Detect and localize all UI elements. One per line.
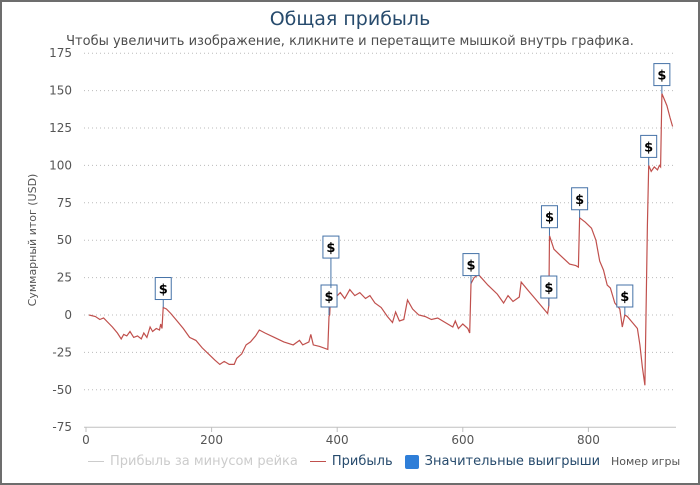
dollar-icon: $ <box>657 69 666 84</box>
legend-line-symbol <box>88 460 104 463</box>
big-win-flag[interactable]: $ <box>540 275 558 307</box>
y-tick-label: -25 <box>52 345 72 359</box>
big-win-flag[interactable]: $ <box>320 284 338 315</box>
dollar-icon: $ <box>466 259 475 274</box>
x-tick-label: 200 <box>200 433 223 447</box>
flag-box <box>154 277 172 301</box>
legend-label: Прибыль за минусом рейка <box>110 454 298 469</box>
chart-subtitle: Чтобы увеличить изображение, кликните и … <box>66 34 634 49</box>
y-tick-label: 175 <box>49 46 72 60</box>
big-win-flag[interactable]: $ <box>462 253 480 284</box>
dollar-icon: $ <box>545 211 554 226</box>
y-tick-label: 150 <box>49 84 72 98</box>
y-tick-label: 0 <box>64 308 72 322</box>
flag-box <box>462 253 480 277</box>
y-axis-label: Суммарный итог (USD) <box>26 174 39 307</box>
series-line-profit <box>88 93 674 386</box>
big-win-flag[interactable]: $ <box>571 187 589 218</box>
x-tick-label: 600 <box>451 433 474 447</box>
dollar-icon: $ <box>325 290 334 305</box>
dollar-icon: $ <box>159 283 168 298</box>
legend: Прибыль за минусом рейка Прибыль Значите… <box>88 454 612 469</box>
flag-box <box>322 235 340 259</box>
flag-box <box>616 284 634 308</box>
x-tick-label: 800 <box>577 433 600 447</box>
legend-box-symbol <box>404 454 419 469</box>
chart-title: Общая прибыль <box>269 8 431 30</box>
flag-box <box>540 275 558 299</box>
x-axis-label: Номер игры <box>611 455 681 468</box>
flag-box <box>540 205 558 229</box>
y-tick-label: 75 <box>57 196 72 210</box>
legend-line-symbol <box>309 460 326 463</box>
y-tick-label: 125 <box>49 121 72 135</box>
big-win-flag[interactable]: $ <box>540 205 558 236</box>
flag-box <box>640 134 658 158</box>
legend-item-big-wins[interactable]: Значительные выигрыши <box>404 454 601 469</box>
big-win-flag[interactable]: $ <box>616 284 634 315</box>
y-tick-label: -75 <box>52 420 72 434</box>
big-win-flag[interactable]: $ <box>640 134 658 166</box>
dollar-icon: $ <box>644 140 653 155</box>
legend-item-net-profit[interactable]: Прибыль за минусом рейка <box>88 454 298 469</box>
big-win-flag[interactable]: $ <box>322 235 340 289</box>
y-tick-label: 50 <box>57 233 72 247</box>
dollar-icon: $ <box>575 193 584 208</box>
x-tick-label: 0 <box>82 433 90 447</box>
flag-box <box>653 63 671 87</box>
y-tick-label: -50 <box>52 383 72 397</box>
legend-label: Значительные выигрыши <box>424 454 601 469</box>
legend-label: Прибыль <box>331 454 393 469</box>
flag-box <box>320 284 338 308</box>
dollar-icon: $ <box>544 281 553 296</box>
dollar-icon: $ <box>326 241 335 256</box>
big-win-flag[interactable]: $ <box>154 277 172 308</box>
big-win-flag[interactable]: $ <box>653 63 671 94</box>
flag-box <box>571 187 589 211</box>
x-tick-label: 400 <box>326 433 349 447</box>
y-tick-label: 100 <box>49 158 72 172</box>
y-tick-label: 25 <box>57 271 72 285</box>
legend-item-profit[interactable]: Прибыль <box>309 454 393 469</box>
dollar-icon: $ <box>620 290 629 305</box>
